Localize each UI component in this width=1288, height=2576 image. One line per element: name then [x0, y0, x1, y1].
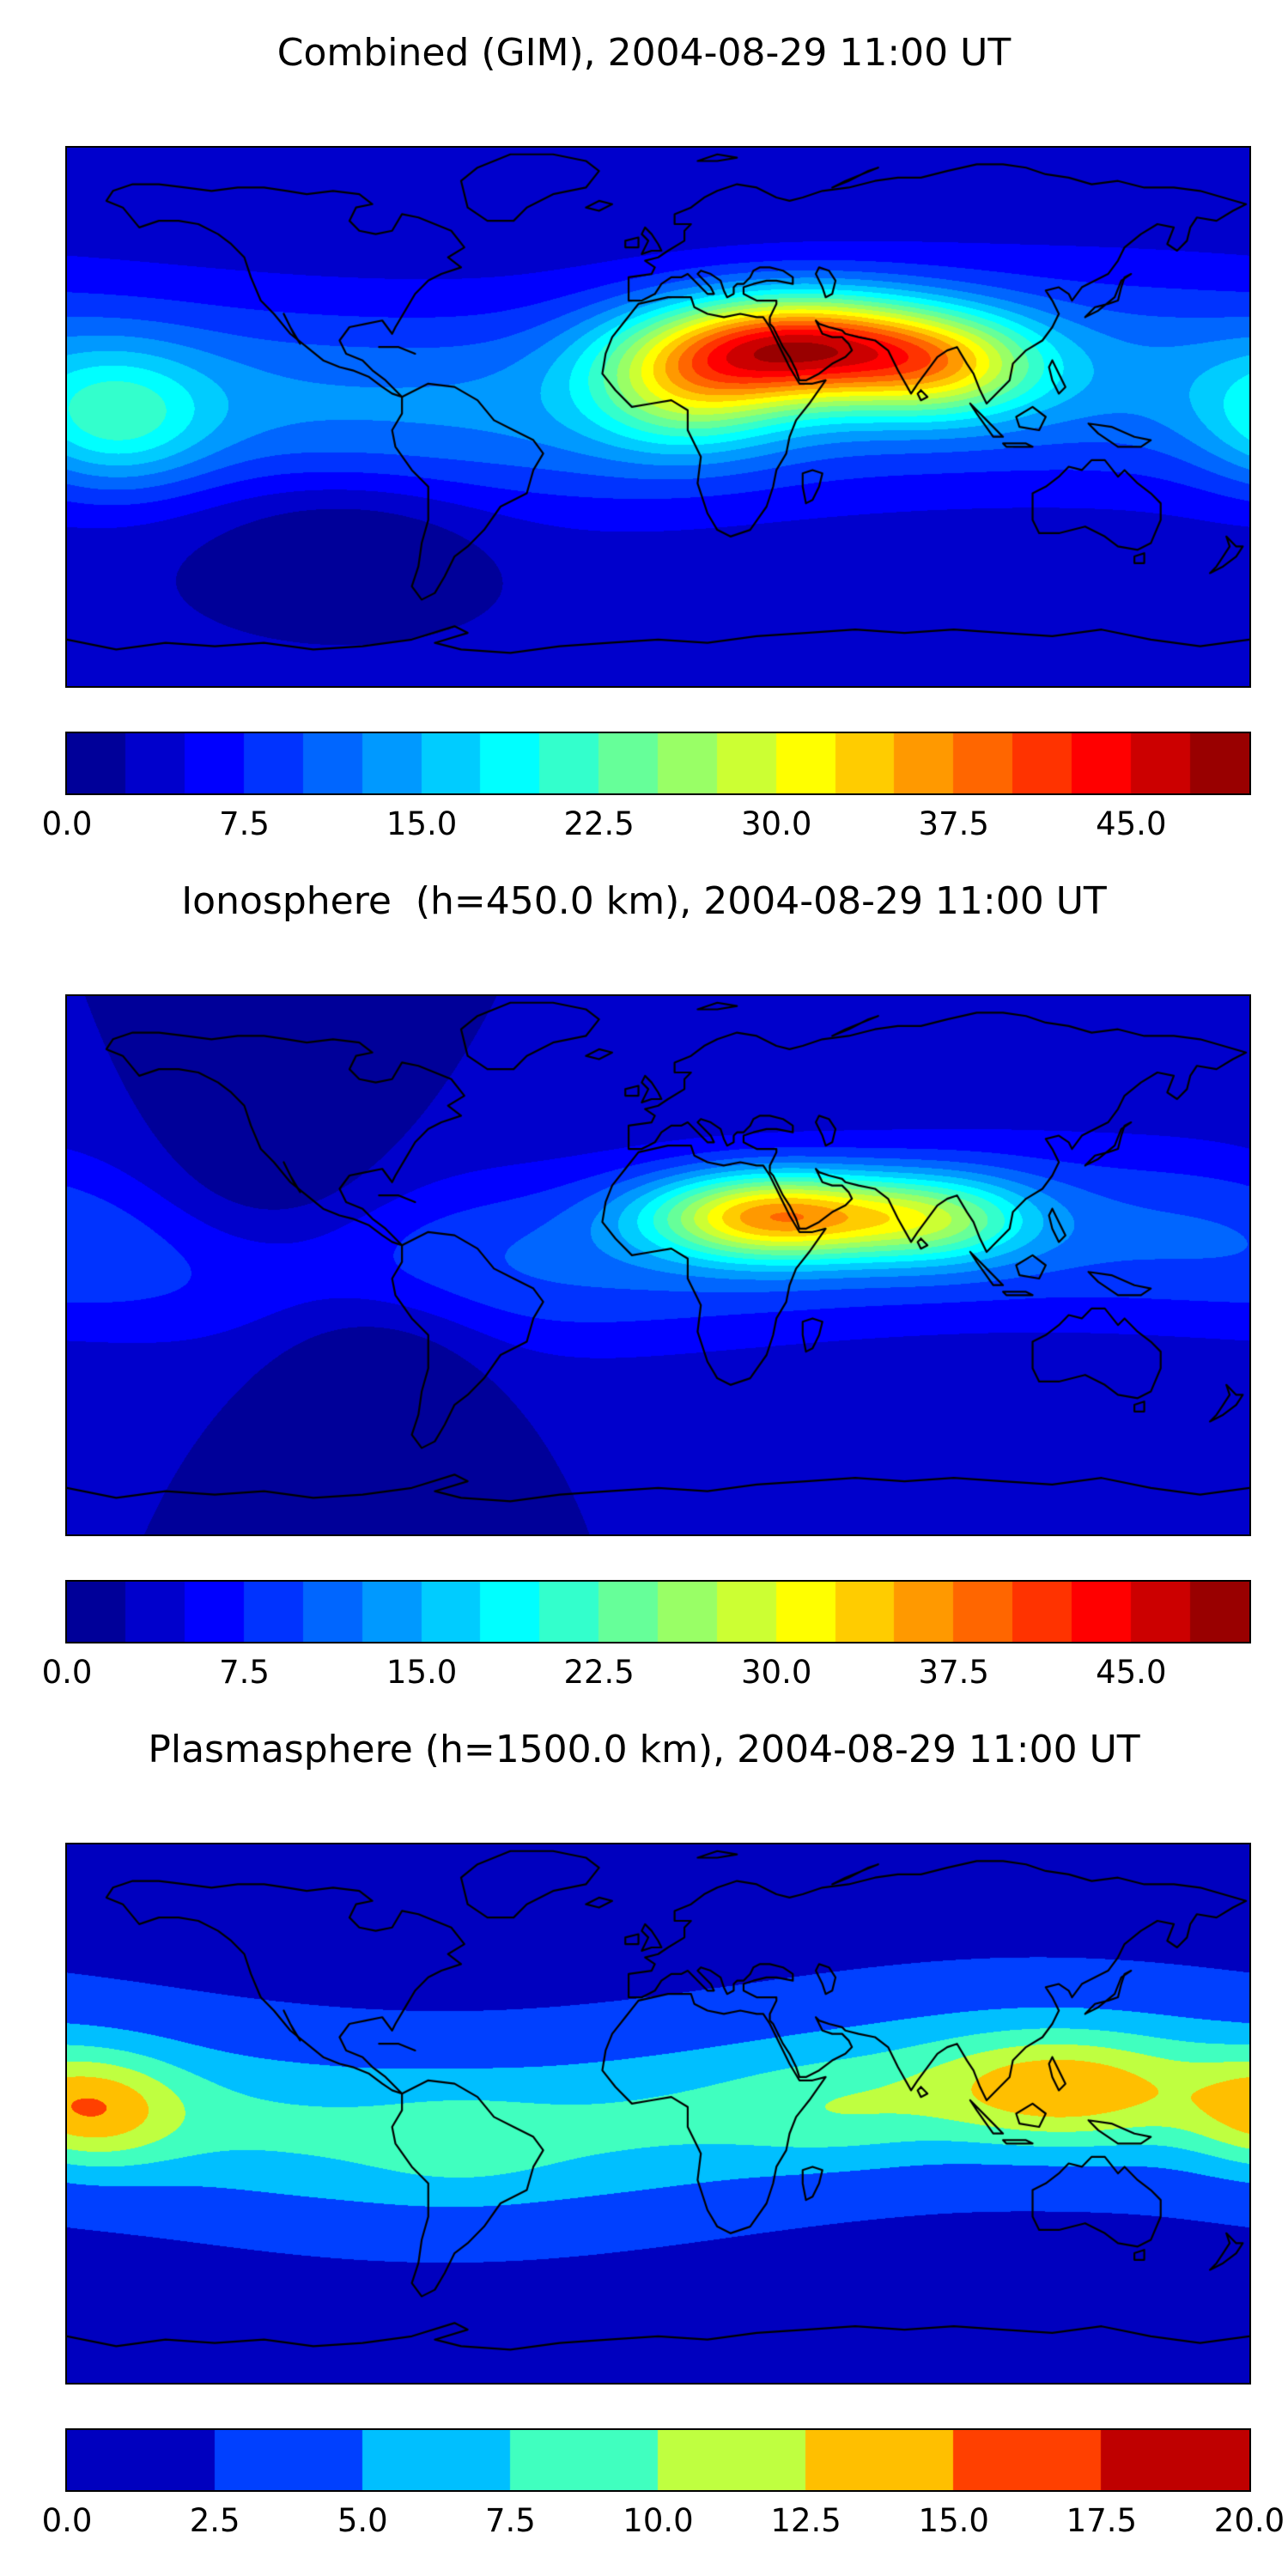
colorbar-tick-label: 20.0 [1213, 2502, 1285, 2539]
colorbar-tick-label: 0.0 [41, 1654, 93, 1691]
colorbar-tick-label: 22.5 [563, 1654, 635, 1691]
colorbar-tick-label: 37.5 [918, 805, 989, 842]
colorbar-tick-label: 12.5 [770, 2502, 841, 2539]
colorbar [67, 2430, 1249, 2490]
colorbar-tick-label: 10.0 [623, 2502, 694, 2539]
colorbar-frame [65, 1580, 1251, 1643]
colorbar-tick-label: 22.5 [563, 805, 635, 842]
colorbar-tick-label: 30.0 [740, 1654, 812, 1691]
colorbar-tick-label: 15.0 [386, 1654, 458, 1691]
colorbar-tick-label: 45.0 [1096, 805, 1167, 842]
panel-combined: Combined (GIM), 2004-08-29 11:00 UT 0.0 7… [0, 0, 1288, 848]
map-frame [65, 1843, 1251, 2385]
map-frame [65, 994, 1251, 1536]
colorbar-tick-label: 15.0 [386, 805, 458, 842]
colorbar-tick-label: 7.5 [484, 2502, 536, 2539]
map-frame [65, 146, 1251, 688]
map-canvas [67, 148, 1249, 686]
colorbar-tick-label: 37.5 [918, 1654, 989, 1691]
panel-ionosphere: Ionosphere (h=450.0 km), 2004-08-29 11:0… [0, 848, 1288, 1697]
colorbar-tick-label: 17.5 [1066, 2502, 1138, 2539]
colorbar-tick-label: 15.0 [918, 2502, 989, 2539]
colorbar-tick-label: 0.0 [41, 805, 93, 842]
colorbar-tick-label: 0.0 [41, 2502, 93, 2539]
colorbar-frame [65, 2428, 1251, 2492]
panel-title: Combined (GIM), 2004-08-29 11:00 UT [276, 31, 1012, 75]
panel-title: Ionosphere (h=450.0 km), 2004-08-29 11:0… [181, 879, 1107, 923]
colorbar-ticks: 0.0 2.5 5.0 7.5 10.0 12.5 15.0 17.5 20.0 [42, 2502, 1285, 2543]
colorbar-tick-label: 2.5 [189, 2502, 240, 2539]
colorbar-tick-label: 5.0 [337, 2502, 388, 2539]
colorbar-tick-label: 7.5 [219, 805, 270, 842]
colorbar-tick-label: 7.5 [219, 1654, 270, 1691]
colorbar-tick-label: 45.0 [1096, 1654, 1167, 1691]
colorbar-ticks: 0.0 7.5 15.0 22.5 30.0 37.5 45.0 [42, 805, 1249, 847]
colorbar [67, 733, 1249, 793]
colorbar-frame [65, 732, 1251, 795]
colorbar-tick-label: 30.0 [740, 805, 812, 842]
panel-plasmasphere: Plasmasphere (h=1500.0 km), 2004-08-29 1… [0, 1697, 1288, 2545]
colorbar-ticks: 0.0 7.5 15.0 22.5 30.0 37.5 45.0 [42, 1654, 1249, 1695]
panel-title: Plasmasphere (h=1500.0 km), 2004-08-29 1… [148, 1728, 1140, 1771]
colorbar [67, 1582, 1249, 1642]
map-canvas [67, 996, 1249, 1534]
map-canvas [67, 1844, 1249, 2383]
